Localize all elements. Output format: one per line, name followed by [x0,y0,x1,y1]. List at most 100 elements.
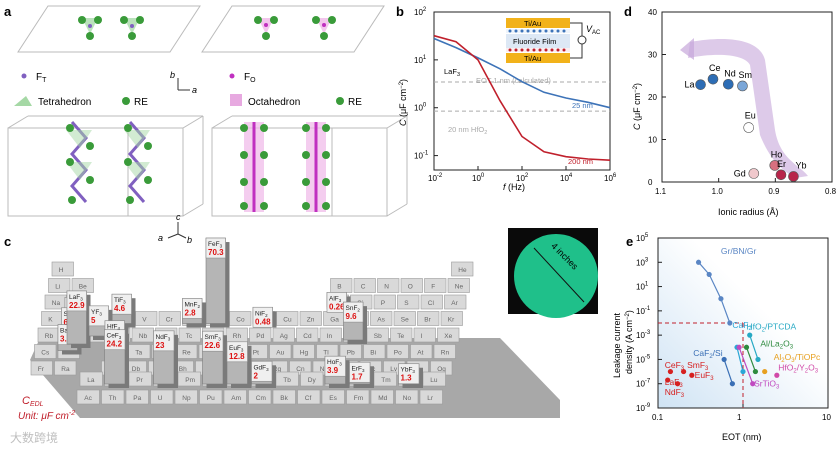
bar-value: 4.6 [114,304,126,313]
fo-label: FO [244,72,256,84]
d-point-sm [737,80,748,92]
plot-d-ticks: 1.1 1.0 0.9 0.8 0 10 20 30 40 [648,8,837,196]
ptable-symbol: Li [55,284,60,291]
bar-cap [226,341,248,363]
bar-value: 2.8 [185,308,197,317]
ptable-cell [248,389,272,405]
e-series-label: LaF3 [665,377,684,389]
e-point [743,344,750,350]
e-point [729,381,735,387]
bar-value: 12.8 [229,352,245,361]
e-point [721,356,727,363]
re-icon-2 [336,97,344,105]
bar-value: 24.2 [107,340,123,349]
bar-cap [324,355,346,377]
ptable-symbol: Te [397,333,404,340]
plot-d-frame [661,11,833,183]
ptable-symbol: Tm [381,377,390,384]
svg-text:a: a [192,85,197,95]
ptable-cell [296,327,319,343]
bar-value: 9.6 [346,312,358,321]
d-point-label: Ho [771,149,783,159]
ptable-symbol: Lu [430,377,438,384]
d-point-yb [788,171,799,182]
ptable-cell [300,371,324,387]
e-series-label: NdF3 [665,387,685,399]
ptable-symbol: N [384,284,389,291]
ptable-cell [395,389,419,405]
plot-e-xlabel: EOT (nm) [722,432,761,442]
octa-chain-1 [240,122,268,212]
e-point [762,368,768,375]
d-ytick-label: 10 [648,136,657,145]
cedl-bars: CaF23.2SrF26.1BaF23.1TiF34.6LaF322.9YF35… [57,237,423,388]
ptable-symbol: Pa [133,395,141,402]
d-point-ho [769,160,781,171]
d-xtick-label: 0.9 [768,187,780,196]
ptable-symbol: Po [394,350,402,357]
ptable-symbol: Ag [280,333,288,340]
e-series-label: HfO2/Y2O3 [778,363,818,375]
ptable-cell [30,360,53,376]
plot-e-ylabel-2: density (A cm−2) [624,310,634,374]
ptable-cell [417,311,440,326]
d-point-label: La [685,80,695,90]
ptable-cell [249,327,272,343]
bar-formula: CeF3 [107,333,122,341]
ptable-symbol: Cd [303,333,312,340]
ptable-symbol: Re [182,350,191,357]
panel-c-label: c [4,234,11,249]
bar-value: 1.3 [401,374,413,383]
bar-formula: HoF3 [327,359,342,367]
ptable-symbol: Rh [233,333,242,340]
ptable-symbol: Pd [256,333,264,340]
bar-formula: MnF2 [185,301,201,309]
ptable-cell [353,278,376,293]
plot-b-ylabel: C (μF cm−2) [398,79,408,126]
tetra-motif-1 [78,16,102,40]
b-xtick-label: 106 [604,173,617,183]
e-line [738,347,754,384]
ptable-symbol: C [361,284,366,291]
watermark: 大数跨境 [10,430,58,445]
b-ytick-label: 100 [414,103,427,113]
e-ytick-label: 105 [636,233,649,243]
ptable-symbol: Br [424,317,431,324]
d-xtick-label: 1.1 [655,187,667,196]
ptable-cell [272,389,296,405]
ptable-symbol: He [458,267,467,274]
panel-e-label: e [626,234,633,249]
bar-value: 3.9 [327,366,339,375]
bar-formula: SmF3 [205,334,222,342]
bar-cap [398,363,420,385]
bar-formula: HfF4 [107,324,120,332]
ptable-symbol: Na [52,300,61,307]
ptable-symbol: B [337,284,341,291]
bar-value: 22.9 [69,301,85,310]
lattice-plane-octa [201,5,385,53]
ptable-cell [433,344,456,359]
axis-indicator-ab: b a [170,70,197,95]
e-point [706,271,712,278]
e-point [695,259,702,265]
lattice-plane-tetra [17,5,201,53]
ptable-symbol: I [421,333,423,340]
ptable-symbol: Cl [428,300,435,307]
d-point-gd [748,168,760,179]
ptable-cell [79,371,103,387]
svg-text:b: b [170,70,175,80]
ptable-symbol: La [87,377,95,384]
ptable-symbol: In [327,333,333,340]
plot-d-ylabel: C (μF cm−2) [632,83,642,130]
panel-e: e 0.1 1 10 10-9 10-7 10-5 10-3 10-1 101 103 105 EO… [612,233,831,442]
d-point-la [695,79,706,90]
e-point [727,320,733,326]
panel-a-label: a [4,4,12,19]
ptable-cell [413,327,436,343]
unit-cell-tetra [7,115,204,217]
e-line [736,347,744,372]
bar-value: 70.3 [208,248,224,257]
ptable-symbol: Zn [307,317,315,324]
panel-a: a FT Tetrahedron [4,4,408,245]
ptable-cell [397,294,420,310]
